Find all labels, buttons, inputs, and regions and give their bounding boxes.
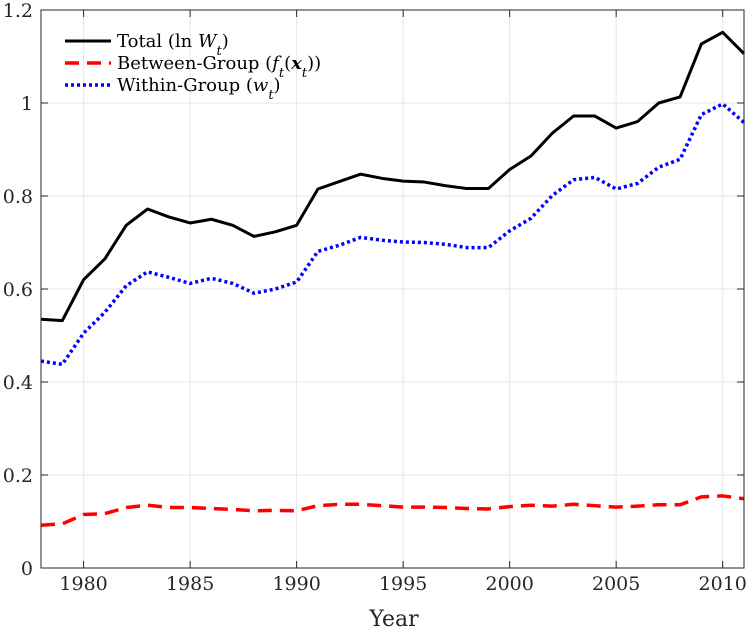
x-tick-label: 2005	[592, 573, 640, 595]
y-tick-label: 0.2	[3, 465, 33, 487]
x-tick-label: 1990	[272, 573, 320, 595]
y-tick-label: 0.8	[3, 186, 33, 208]
y-tick-label: 0.6	[3, 279, 33, 301]
legend-label-within-group: Within-Group (wt)	[117, 75, 281, 103]
y-tick-label: 0.4	[3, 372, 33, 394]
y-tick-label: 0	[21, 558, 33, 580]
x-tick-label: 1995	[379, 573, 427, 595]
series-line-total	[40, 30, 746, 323]
axes	[40, 9, 745, 569]
x-tick-label: 1980	[59, 573, 107, 595]
x-tick-label: 2010	[699, 573, 747, 595]
y-tick-label: 1	[21, 93, 33, 115]
series-lines	[40, 30, 746, 527]
series-line-between-group	[40, 494, 745, 527]
legend-label-total: Total (ln Wt)	[117, 31, 229, 59]
x-tick-label: 2000	[485, 573, 533, 595]
x-tick-label: 1985	[166, 573, 214, 595]
x-axis-title: Year	[368, 607, 419, 632]
grid	[41, 10, 744, 568]
tick-labels: 1980 1985 1990 1995 2000 2005 2010 0 0.2 0.4 0.6 0.…	[3, 0, 747, 595]
y-tick-label: 1.2	[3, 0, 33, 22]
